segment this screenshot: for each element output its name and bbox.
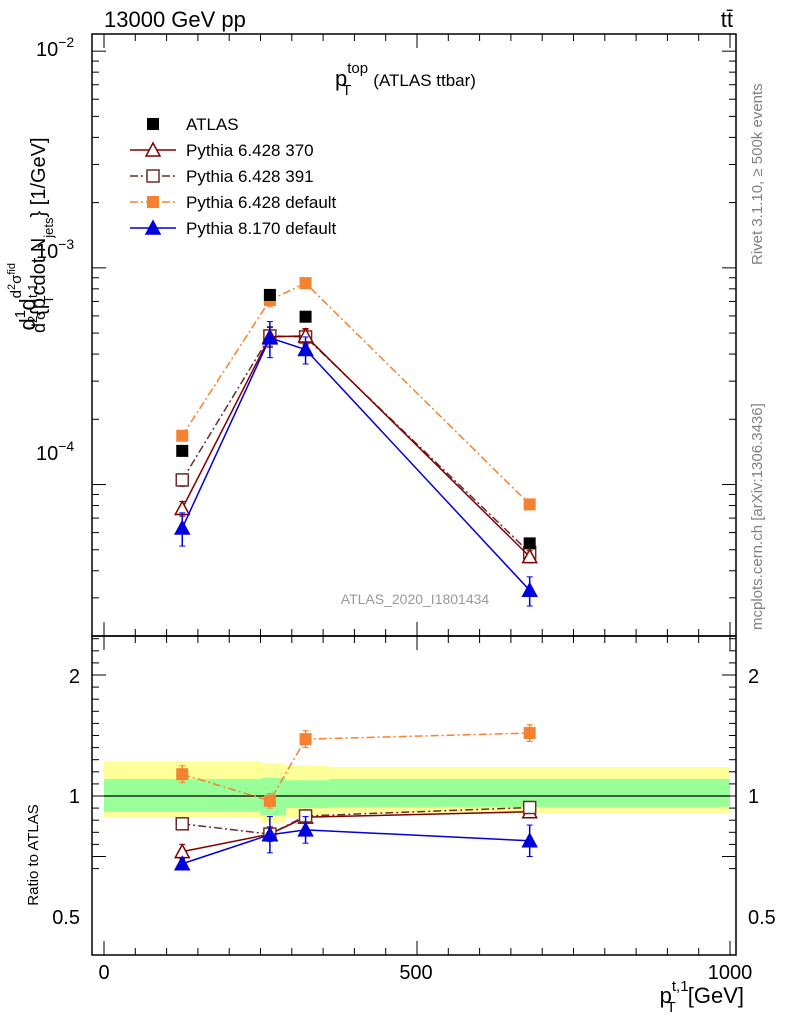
main-series-line bbox=[181, 282, 531, 505]
ratio-data-point bbox=[523, 727, 536, 740]
main-y-label: d1 σdd2σfidd2{pt,1Tcdot Njets} [1/GeV] bbox=[6, 137, 56, 333]
legend-label: Pythia 6.428 391 bbox=[186, 167, 314, 186]
rivet-label: Rivet 3.1.10, ≥ 500k events bbox=[749, 83, 766, 265]
ytick-label: 10−2 bbox=[36, 34, 74, 61]
ytick-label: 1 bbox=[748, 786, 759, 808]
ytick-label: 0.5 bbox=[748, 907, 776, 929]
main-y-label-text: d1 σdd2σfidd2{pt,1Tcdot Njets} [1/GeV] bbox=[6, 137, 56, 333]
uncertainty-band-inner bbox=[285, 780, 330, 809]
main-data-point bbox=[299, 310, 312, 323]
main-data-point bbox=[176, 444, 189, 457]
xtick-label: 500 bbox=[399, 962, 432, 984]
ratio-data-point bbox=[261, 826, 279, 842]
main-data-point bbox=[173, 519, 191, 535]
mcplots-label: mcplots.cern.ch [arXiv:1306.3436] bbox=[749, 403, 766, 630]
xtick-label: 1000 bbox=[708, 962, 753, 984]
main-data-point bbox=[523, 537, 536, 550]
legend-label: Pythia 6.428 default bbox=[186, 193, 337, 212]
uncertainty-band-inner bbox=[104, 779, 261, 812]
main-data-point bbox=[175, 473, 189, 487]
ratio-data-point bbox=[521, 832, 538, 848]
energy-label: 13000 GeV pp bbox=[104, 7, 246, 32]
ytick-label: 0.5 bbox=[52, 907, 80, 929]
legend-label: Pythia 8.170 default bbox=[186, 219, 337, 238]
ratio-series-line bbox=[182, 829, 530, 865]
x-label: pt,1 T [GeV] bbox=[660, 978, 744, 1016]
legend-marker bbox=[147, 118, 159, 130]
main-title: ptop T (ATLAS ttbar) bbox=[335, 60, 476, 99]
main-data-point bbox=[299, 277, 312, 290]
ratio-data-point bbox=[173, 855, 191, 871]
process-label: tt̄ bbox=[721, 7, 733, 32]
legend-label: ATLAS bbox=[186, 115, 239, 134]
main-ytick-labels: 10−2 10−3 10−4 bbox=[36, 34, 74, 465]
ytick-label: 2 bbox=[69, 666, 80, 688]
ratio-series-line bbox=[182, 806, 530, 835]
main-title-sup: top bbox=[347, 60, 368, 77]
analysis-label: ATLAS_2020_I1801434 bbox=[341, 591, 490, 607]
main-data-point bbox=[521, 548, 538, 564]
legend: ATLAS Pythia 6.428 370 Pythia 6.428 391 … bbox=[186, 115, 337, 238]
main-data-point bbox=[263, 288, 276, 301]
ratio-data-point bbox=[299, 733, 312, 746]
ytick-label: 10−3 bbox=[36, 236, 74, 263]
xtick-label: 0 bbox=[98, 962, 109, 984]
ytick-label: 1 bbox=[69, 786, 80, 808]
main-series-line bbox=[181, 335, 531, 554]
legend-marker bbox=[144, 141, 162, 157]
legend-marker bbox=[144, 219, 162, 235]
ytick-label: 10−4 bbox=[36, 438, 74, 465]
legend-label: Pythia 6.428 370 bbox=[186, 141, 314, 160]
main-title-sub: T bbox=[342, 82, 351, 99]
main-title-p: p bbox=[335, 66, 347, 91]
xtick-labels: 0 500 1000 bbox=[98, 962, 752, 984]
main-series-line bbox=[181, 336, 531, 591]
ratio-data-point bbox=[297, 821, 314, 837]
ratio-data-point bbox=[175, 817, 189, 831]
ratio-data-point bbox=[176, 768, 189, 781]
ytick-label: 2 bbox=[748, 666, 759, 688]
ratio-y-label: Ratio to ATLAS bbox=[25, 804, 42, 905]
main-data-point bbox=[261, 329, 279, 345]
main-data-point bbox=[523, 498, 536, 511]
ratio-ytick-labels: 0.5 1 2 0.5 1 2 bbox=[52, 666, 776, 929]
main-title-suffix: (ATLAS ttbar) bbox=[373, 71, 476, 90]
main-data-point bbox=[521, 581, 538, 598]
main-series-line bbox=[181, 335, 531, 558]
main-data-point bbox=[176, 429, 189, 442]
legend-marker bbox=[146, 169, 160, 183]
main-data-point bbox=[297, 340, 314, 357]
legend-marker bbox=[147, 196, 159, 208]
ratio-series-line bbox=[182, 732, 530, 802]
ratio-data-point bbox=[522, 800, 537, 815]
ratio-data-point bbox=[263, 794, 276, 807]
